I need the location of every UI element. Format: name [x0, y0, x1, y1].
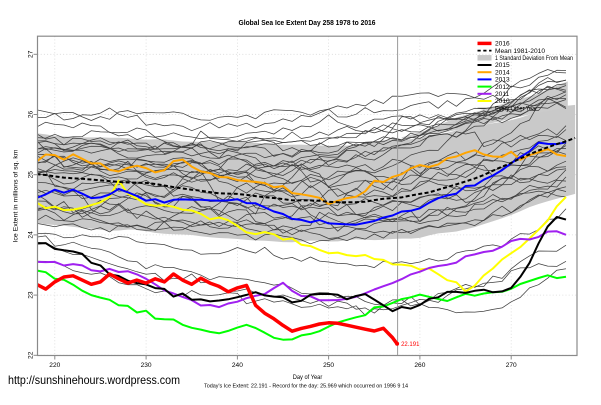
- svg-text:22.191: 22.191: [401, 342, 420, 348]
- svg-text:230: 230: [141, 362, 152, 369]
- svg-text:270: 270: [506, 362, 517, 369]
- svg-text:2013: 2013: [495, 77, 510, 84]
- svg-text:26: 26: [28, 111, 35, 119]
- svg-text:http://sunshinehours.wordpress: http://sunshinehours.wordpress.com: [8, 373, 180, 387]
- svg-text:260: 260: [414, 362, 425, 369]
- svg-text:22: 22: [28, 351, 35, 359]
- svg-text:Every Other Year: Every Other Year: [495, 105, 537, 112]
- svg-text:Global Sea Ice Extent Day 258: Global Sea Ice Extent Day 258 1978 to 20…: [239, 20, 376, 27]
- svg-text:24: 24: [28, 231, 35, 239]
- svg-text:2015: 2015: [495, 62, 510, 69]
- svg-text:27: 27: [28, 50, 35, 58]
- svg-text:250: 250: [323, 362, 334, 369]
- svg-text:2010: 2010: [495, 98, 510, 105]
- svg-text:Mean 1981-2010: Mean 1981-2010: [495, 48, 545, 55]
- svg-text:23: 23: [28, 291, 35, 299]
- svg-text:220: 220: [49, 362, 60, 369]
- svg-text:240: 240: [232, 362, 243, 369]
- svg-text:2016: 2016: [495, 41, 510, 48]
- svg-text:Today's Ice Extent: 22.191 -: Today's Ice Extent: 22.191 - Record for …: [204, 384, 409, 390]
- svg-text:2014: 2014: [495, 69, 510, 76]
- svg-text:25: 25: [28, 171, 35, 179]
- svg-text:1 Standard Deviation From Mean: 1 Standard Deviation From Mean: [495, 55, 573, 62]
- svg-text:Day of Year: Day of Year: [293, 375, 323, 381]
- svg-text:2011: 2011: [495, 91, 510, 98]
- svg-text:Ice Extent in millions of sq.: Ice Extent in millions of sq. km: [13, 150, 20, 243]
- svg-text:2012: 2012: [495, 84, 510, 91]
